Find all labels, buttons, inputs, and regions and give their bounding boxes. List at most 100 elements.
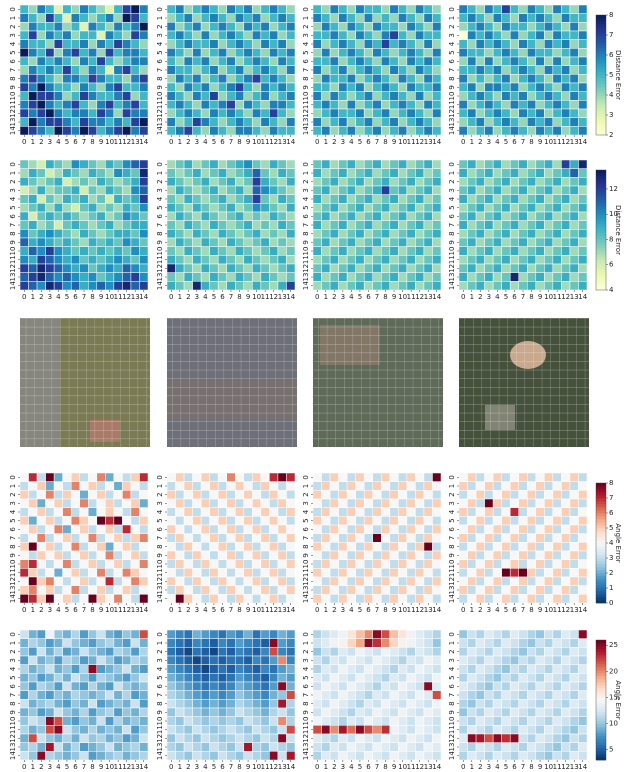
heatmap-cell xyxy=(373,118,382,127)
colorbar-segment xyxy=(596,96,606,99)
heatmap-cell xyxy=(131,92,140,101)
colorbar-segment xyxy=(596,570,606,573)
heatmap-cell xyxy=(46,177,55,186)
heatmap-cell xyxy=(553,482,562,491)
heatmap-cell xyxy=(390,186,399,195)
heatmap-cell xyxy=(502,482,511,491)
heatmap-cell xyxy=(561,83,570,92)
heatmap-cell xyxy=(54,534,63,543)
y-tick-label: 1 xyxy=(448,641,456,645)
heatmap-cell xyxy=(131,109,140,118)
colorbar-segment xyxy=(596,236,606,239)
heatmap-cell xyxy=(122,568,131,577)
heatmap-cell xyxy=(432,229,441,238)
colorbar-segment xyxy=(596,513,606,516)
aerial-grid xyxy=(167,318,297,447)
x-tick-label: 2 xyxy=(39,606,43,614)
heatmap-cell xyxy=(184,66,193,75)
heatmap-cell xyxy=(278,100,287,109)
colorbar-label: Distance Error xyxy=(614,205,622,255)
heatmap-cell xyxy=(407,5,416,14)
colorbar-segment xyxy=(596,81,606,84)
heatmap-cell xyxy=(570,551,579,560)
heatmap-cell xyxy=(578,542,587,551)
colorbar-segment xyxy=(596,63,606,66)
heatmap-cell xyxy=(313,499,322,508)
x-tick-label: 0 xyxy=(461,293,465,301)
heatmap-cell xyxy=(432,221,441,230)
heatmap-cell xyxy=(373,551,382,560)
heatmap-cell xyxy=(218,247,227,256)
heatmap-cell xyxy=(122,186,131,195)
heatmap-cell xyxy=(71,499,80,508)
heatmap-cell xyxy=(407,160,416,169)
heatmap-cell xyxy=(313,577,322,586)
heatmap-cell xyxy=(235,186,244,195)
heatmap-cell xyxy=(210,551,219,560)
y-tick-label: 1 xyxy=(448,171,456,175)
heatmap-cell xyxy=(201,109,210,118)
heatmap-cell xyxy=(29,630,38,639)
heatmap-cell xyxy=(37,639,46,648)
heatmap-cell xyxy=(407,594,416,603)
heatmap-cell xyxy=(424,169,433,178)
heatmap-cell xyxy=(114,273,123,282)
heatmap-cell xyxy=(561,473,570,482)
heatmap-cell xyxy=(527,169,536,178)
heatmap-cell xyxy=(373,247,382,256)
heatmap-cell xyxy=(201,577,210,586)
heatmap-cell xyxy=(278,92,287,101)
colorbar-segment xyxy=(596,709,606,712)
heatmap-cell xyxy=(88,169,97,178)
heatmap-cell xyxy=(339,734,348,743)
heatmap-cell xyxy=(407,525,416,534)
heatmap-cell xyxy=(476,542,485,551)
heatmap-cell xyxy=(80,126,89,135)
heatmap-cell xyxy=(88,699,97,708)
heatmap-cell xyxy=(184,212,193,221)
heatmap-cell xyxy=(20,186,29,195)
heatmap-cell xyxy=(390,473,399,482)
heatmap-cell xyxy=(330,48,339,57)
x-tick-label: 7 xyxy=(375,138,379,146)
heatmap-cell xyxy=(278,577,287,586)
heatmap-cell xyxy=(459,48,468,57)
heatmap-cell xyxy=(570,560,579,569)
heatmap-cell xyxy=(330,229,339,238)
heatmap-cell xyxy=(122,221,131,230)
heatmap-cell xyxy=(390,682,399,691)
heatmap-cell xyxy=(193,699,202,708)
heatmap-cell xyxy=(176,647,185,656)
heatmap-cell xyxy=(381,48,390,57)
y-tick-label: 1 xyxy=(156,16,164,20)
heatmap-cell xyxy=(210,647,219,656)
heatmap-cell xyxy=(261,482,270,491)
heatmap-cell xyxy=(364,499,373,508)
heatmap-cell xyxy=(313,586,322,595)
heatmap-cell xyxy=(184,40,193,49)
heatmap-cell xyxy=(519,186,528,195)
heatmap-cell xyxy=(330,22,339,31)
heatmap-cell xyxy=(510,534,519,543)
heatmap-cell xyxy=(373,5,382,14)
heatmap-cell xyxy=(485,751,494,760)
heatmap-cell xyxy=(184,743,193,752)
heatmap-cell xyxy=(176,508,185,517)
heatmap-cell xyxy=(122,516,131,525)
heatmap-cell xyxy=(131,118,140,127)
heatmap-cell xyxy=(432,203,441,212)
heatmap-cell xyxy=(373,499,382,508)
heatmap-cell xyxy=(244,594,253,603)
heatmap-cell xyxy=(347,751,356,760)
heatmap-cell xyxy=(80,482,89,491)
heatmap-cell xyxy=(37,751,46,760)
heatmap-cell xyxy=(193,48,202,57)
heatmap-cell xyxy=(227,542,236,551)
heatmap-cell xyxy=(519,221,528,230)
heatmap-cell xyxy=(424,691,433,700)
heatmap-cell xyxy=(485,186,494,195)
heatmap-cell xyxy=(493,221,502,230)
heatmap-cell xyxy=(519,14,528,23)
heatmap-cell xyxy=(37,699,46,708)
heatmap-cell xyxy=(261,22,270,31)
